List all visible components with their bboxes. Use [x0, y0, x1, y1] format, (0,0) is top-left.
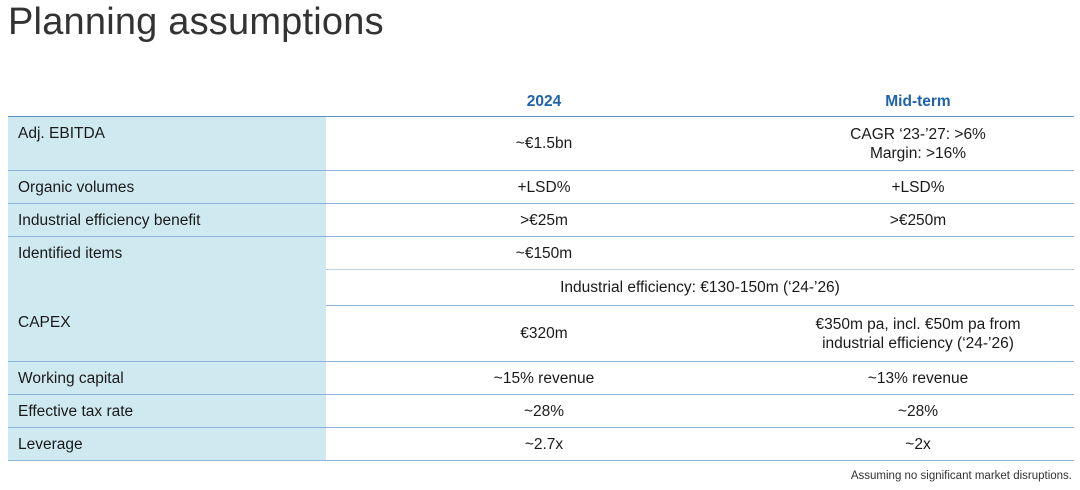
value-2024: +LSD% [326, 170, 762, 204]
value-2024: ~2.7x [326, 427, 762, 461]
column-header-mid-term: Mid-term [885, 93, 951, 110]
column-header-2024: 2024 [526, 93, 562, 110]
table-row-adj-ebitda: Adj. EBITDA ~€1.5bn CAGR ‘23-’27: >6% Ma… [8, 116, 1074, 171]
footnote: Assuming no significant market disruptio… [850, 470, 1072, 482]
table-row-identified-items-sub: Industrial efficiency: €130-150m (‘24-’2… [8, 269, 1074, 306]
row-label: Working capital [8, 361, 326, 395]
value-mid-term: CAGR ‘23-’27: >6% Margin: >16% [762, 116, 1074, 171]
row-label: Effective tax rate [8, 394, 326, 428]
value-2024: ~€1.5bn [326, 116, 762, 171]
table-row-working-capital: Working capital ~15% revenue ~13% revenu… [8, 361, 1074, 395]
value-mid-term-line2: industrial efficiency (‘24-’26) [822, 334, 1014, 352]
value-mid-term: +LSD% [762, 170, 1074, 204]
row-label: CAPEX [8, 305, 326, 362]
page-title: Planning assumptions [8, 1, 384, 43]
value-mid-term-line1: CAGR ‘23-’27: >6% [850, 125, 986, 143]
row-label: Industrial efficiency benefit [8, 203, 326, 237]
value-2024: ~15% revenue [326, 361, 762, 395]
row-label: Identified items [8, 236, 326, 306]
row-label: Organic volumes [8, 170, 326, 204]
table-row-industrial-efficiency: Industrial efficiency benefit >€25m >€25… [8, 203, 1074, 237]
table-row-leverage: Leverage ~2.7x ~2x [8, 427, 1074, 461]
value-2024: ~28% [326, 394, 762, 428]
value-mid-term: €350m pa, incl. €50m pa from industrial … [762, 305, 1074, 362]
value-mid-term: ~28% [762, 394, 1074, 428]
table-row-capex: CAPEX €320m €350m pa, incl. €50m pa from… [8, 305, 1074, 362]
value-2024: ~€150m [326, 236, 762, 270]
row-label: Adj. EBITDA [8, 116, 326, 171]
assumptions-table: Adj. EBITDA ~€1.5bn CAGR ‘23-’27: >6% Ma… [8, 116, 1074, 461]
identified-items-subnote: Industrial efficiency: €130-150m (‘24-’2… [326, 269, 1074, 306]
value-mid-term: >€250m [762, 203, 1074, 237]
table-row-effective-tax-rate: Effective tax rate ~28% ~28% [8, 394, 1074, 428]
value-mid-term: ~13% revenue [762, 361, 1074, 395]
value-mid-term-line2: Margin: >16% [869, 144, 967, 162]
value-2024: €320m [326, 305, 762, 362]
table-row-organic-volumes: Organic volumes +LSD% +LSD% [8, 170, 1074, 204]
table-row-identified-items: Identified items ~€150m [8, 236, 1074, 306]
row-label: Leverage [8, 427, 326, 461]
value-mid-term-line1: €350m pa, incl. €50m pa from [815, 315, 1021, 333]
value-2024: >€25m [326, 203, 762, 237]
value-mid-term-empty [762, 236, 1074, 270]
value-mid-term: ~2x [762, 427, 1074, 461]
